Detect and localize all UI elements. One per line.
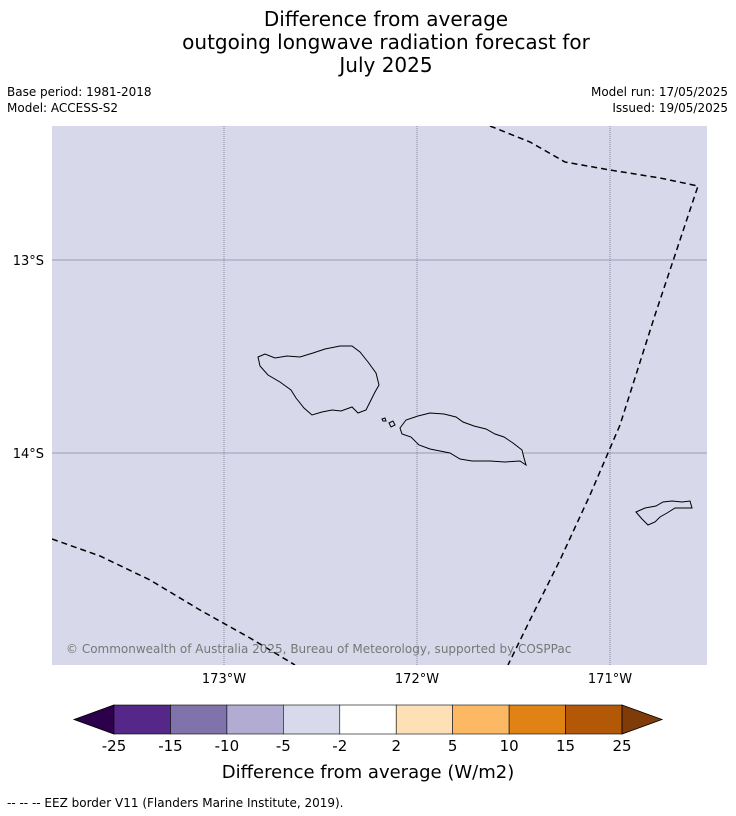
colorbar-tick-label: -25 [102,737,127,755]
islet-apolima [381,417,387,422]
colorbar-segment [395,704,453,735]
chart-title: Difference from average outgoing longwav… [0,8,736,77]
eez-border-east [489,126,699,665]
base-period: Base period: 1981-2018 [7,85,152,99]
model-name: Model: ACCESS-S2 [7,101,119,115]
colorbar-tick-label: 15 [556,737,575,755]
meta-left: Base period: 1981-2018 Model: ACCESS-S2 [7,84,152,116]
footnote: -- -- -- EEZ border V11 (Flanders Marine… [7,796,344,810]
island-upolu [399,412,527,467]
islet-manono [388,420,396,428]
lon-label-172w: 172°W [395,672,439,687]
title-line-3: July 2025 [339,53,433,77]
colorbar-segment [113,704,171,735]
issued-date: Issued: 19/05/2025 [612,101,728,115]
colorbar-segment [508,704,566,735]
colorbar-tick-label: -15 [158,737,183,755]
lon-label-171w: 171°W [588,672,632,687]
colorbar-tick-label: -2 [332,737,347,755]
colorbar-tick-label: 5 [448,737,458,755]
colorbar-tick-label: -10 [215,737,240,755]
colorbar-extend-low [72,704,115,735]
colorbar-title: Difference from average (W/m2) [222,762,514,783]
colorbar-segment [339,704,397,735]
colorbar-tick-label: 2 [391,737,401,755]
colorbar-segment [226,704,284,735]
colorbar: -25 -15 -10 -5 -2 2 5 10 15 25 [72,704,664,755]
copyright-text: © Commonwealth of Australia 2025, Bureau… [66,642,571,656]
model-run: Model run: 17/05/2025 [590,85,728,99]
title-line-1: Difference from average [263,7,509,31]
eez-border-southwest [52,538,296,665]
colorbar-segment [452,704,510,735]
lat-label-13s: 13°S [13,254,44,269]
island-savaii [257,345,380,416]
lon-label-173w: 173°W [202,672,246,687]
meta-right: Model run: 17/05/2025 Issued: 19/05/2025 [591,84,728,116]
colorbar-extend-high [621,704,664,735]
title-line-2: outgoing longwave radiation forecast for [182,30,590,54]
lat-label-14s: 14°S [13,447,44,462]
colorbar-segment [565,704,623,735]
colorbar-segment [283,704,341,735]
map-content [52,126,707,665]
colorbar-tick-label: 25 [612,737,631,755]
colorbar-tick-label: 10 [500,737,519,755]
map-area [52,126,707,665]
island-tutuila [635,500,693,526]
colorbar-segment [170,704,228,735]
colorbar-tick-label: -5 [276,737,291,755]
